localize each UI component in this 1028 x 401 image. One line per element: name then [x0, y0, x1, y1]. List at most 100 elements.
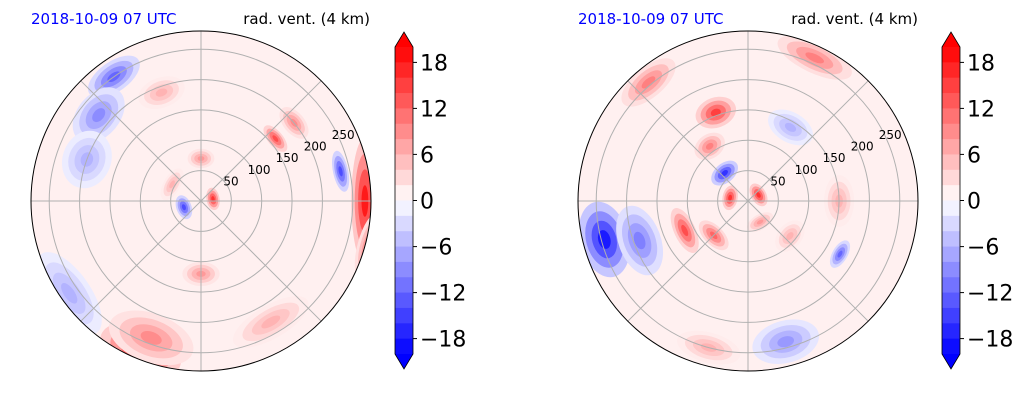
radial-tick-label: 100	[248, 163, 271, 177]
radial-tick-label: 100	[795, 163, 818, 177]
radial-tick-label: 200	[851, 140, 874, 154]
colorbar-extend-max	[395, 32, 413, 47]
contour-feature	[61, 283, 78, 304]
colorbar-segment	[395, 215, 413, 232]
colorbar-segment	[942, 200, 960, 217]
colorbar-segment	[942, 292, 960, 309]
colorbar-segment	[395, 93, 413, 109]
colorbar-segment	[395, 277, 413, 294]
colorbar-segment	[395, 47, 413, 63]
contour-feature	[140, 331, 162, 345]
colorbar-tick-label: −12	[420, 282, 466, 307]
contour-feature	[705, 142, 714, 150]
contour-feature	[756, 219, 764, 225]
radial-tick-label: 150	[823, 151, 846, 165]
contour-feature	[272, 135, 279, 142]
colorbar-segment	[395, 307, 413, 324]
contour-feature	[181, 204, 186, 211]
plot-variable-title: rad. vent. (4 km)	[243, 10, 370, 28]
colorbar-segment	[395, 231, 413, 248]
plot-variable-title: rad. vent. (4 km)	[791, 10, 918, 28]
radial-tick-label: 200	[304, 140, 327, 154]
angular-gridline	[80, 80, 202, 202]
colorbar-extend-min	[395, 354, 413, 369]
contour-feature	[805, 52, 824, 64]
colorbar-tick-label: −6	[420, 236, 452, 261]
contour-feature	[169, 180, 175, 189]
colorbar-extend-max	[942, 32, 960, 47]
colorbar-segment	[395, 246, 413, 263]
colorbar-segment	[395, 185, 413, 202]
colorbar-segment	[395, 139, 413, 156]
colorbar-segment	[942, 108, 960, 125]
colorbar-segment	[942, 169, 960, 186]
colorbar-segment	[942, 139, 960, 156]
colorbar-tick-label: 18	[420, 51, 448, 76]
colorbar-tick-label: 18	[967, 51, 995, 76]
angular-gridline	[200, 80, 322, 202]
colorbar-segment	[395, 62, 413, 79]
polar-plot: 50 100 150 200 250	[30, 30, 372, 372]
colorbar-segment	[942, 154, 960, 171]
colorbar-segment	[942, 231, 960, 248]
colorbar: 18 12 6 0 −6 −12 −18	[394, 31, 466, 370]
contour-feature	[641, 76, 656, 89]
plot-date-title: 2018-10-09 07 UTC	[31, 10, 177, 28]
contour-feature	[784, 122, 797, 132]
colorbar-segment	[395, 338, 413, 355]
contour-feature	[728, 194, 733, 201]
polar-plot: 50 100 150 200 250	[577, 30, 919, 372]
radial-tick-label: 50	[770, 174, 785, 188]
colorbar-tick-label: 6	[967, 143, 981, 168]
angular-gridline	[747, 80, 869, 202]
colorbar-segment	[942, 77, 960, 94]
colorbar-segment	[942, 277, 960, 294]
colorbar-segment	[942, 93, 960, 109]
colorbar-segment	[395, 323, 413, 340]
colorbar-segment	[395, 169, 413, 186]
contour-feature	[721, 169, 728, 177]
colorbar-segment	[395, 154, 413, 171]
colorbar-tick-label: −18	[420, 328, 466, 353]
colorbar-tick-label: −18	[967, 328, 1013, 353]
contour-feature	[261, 315, 281, 329]
radial-tick-label: 150	[276, 151, 299, 165]
colorbar-tick-label: 6	[420, 143, 434, 168]
colorbar-segment	[942, 338, 960, 355]
colorbar-segment	[942, 215, 960, 232]
contour-feature	[211, 196, 215, 202]
colorbar-segment	[942, 47, 960, 63]
colorbar-extend-min	[942, 354, 960, 369]
colorbar-segment	[942, 246, 960, 263]
contour-feature	[633, 231, 646, 250]
colorbar-segment	[395, 200, 413, 217]
panel-right: 2018-10-09 07 UTC rad. vent. (4 km) 50 10…	[577, 10, 1013, 372]
contour-feature	[681, 224, 689, 237]
polar-outline	[577, 30, 919, 372]
colorbar-outline	[941, 31, 961, 370]
colorbar-segment	[942, 307, 960, 324]
colorbar-segment	[395, 108, 413, 125]
colorbar-segment	[942, 62, 960, 79]
angular-gridline	[627, 200, 749, 322]
colorbar-segment	[942, 123, 960, 140]
colorbar-tick-label: −6	[967, 236, 999, 261]
contour-feature	[837, 250, 843, 258]
angular-gridline	[747, 200, 869, 322]
colorbar-segment	[942, 185, 960, 202]
angular-gridline	[80, 200, 202, 322]
angular-gridline	[200, 200, 322, 322]
contour-feature	[597, 230, 611, 249]
colorbar-segment	[395, 123, 413, 140]
colorbar-tick-label: 0	[420, 190, 434, 215]
contour-feature	[155, 88, 168, 97]
panel-left: 2018-10-09 07 UTC rad. vent. (4 km) 50 10…	[30, 10, 466, 372]
polar-outline	[30, 30, 372, 372]
colorbar-segment	[395, 77, 413, 94]
contour-field	[31, 31, 371, 371]
colorbar-tick-label: 12	[420, 97, 448, 122]
colorbar-segment	[395, 261, 413, 278]
colorbar: 18 12 6 0 −6 −12 −18	[941, 31, 1013, 370]
colorbar-tick-label: −12	[967, 282, 1013, 307]
contour-feature	[92, 108, 106, 123]
